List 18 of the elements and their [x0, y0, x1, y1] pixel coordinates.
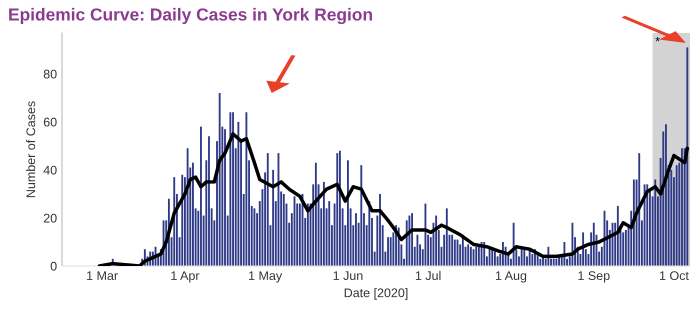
- x-tick-label: 1 Jun: [334, 271, 362, 280]
- chart-title: Epidemic Curve: Daily Cases in York Region: [9, 8, 372, 24]
- y-tick-label: 80: [44, 70, 57, 78]
- x-tick-label: 1 May: [249, 271, 282, 283]
- x-tick-label: 1 Sep: [578, 271, 610, 283]
- y-axis-title: Number of Cases: [26, 101, 36, 198]
- x-tick-label: 1 Apr: [171, 271, 200, 283]
- y-tick-label: 0: [50, 262, 57, 271]
- y-tick-label: 40: [44, 166, 57, 175]
- y-tick-label: 60: [44, 118, 57, 127]
- x-tick-label: 1 Mar: [87, 271, 118, 280]
- x-tick-label: 1 Oct: [660, 271, 689, 280]
- x-tick-label: 1 Jul: [416, 270, 440, 280]
- x-axis-title: Date [2020]: [344, 288, 408, 300]
- x-tick-label: 1 Aug: [496, 271, 526, 283]
- line-series: [98, 132, 690, 266]
- band-label: *: [655, 36, 660, 42]
- y-tick-label: 20: [44, 214, 57, 223]
